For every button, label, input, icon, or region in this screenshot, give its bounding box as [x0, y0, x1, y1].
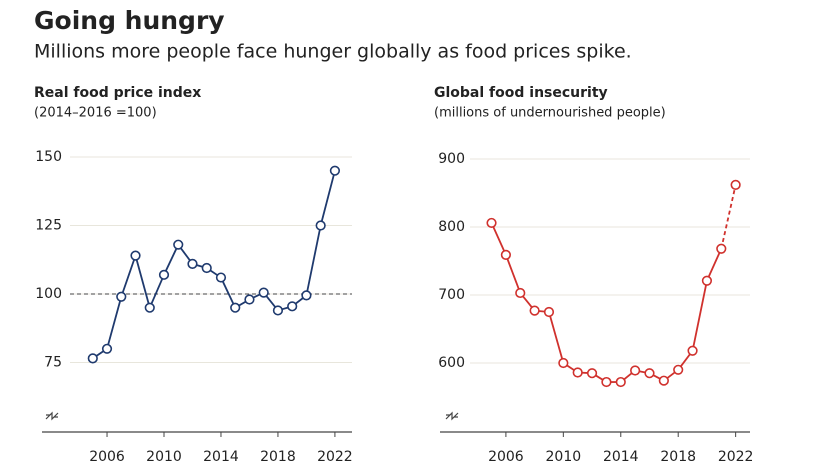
point — [701, 275, 713, 286]
point — [586, 368, 598, 379]
point — [500, 249, 511, 260]
line-segment — [720, 184, 737, 249]
axis-break — [45, 411, 459, 421]
point — [116, 291, 127, 302]
y-tick-label: 900 — [438, 151, 465, 167]
line-segment — [163, 244, 180, 276]
point — [101, 343, 113, 354]
point — [287, 301, 298, 312]
line-segment — [548, 311, 565, 364]
point — [644, 368, 655, 379]
chart-title: Global food insecurity — [434, 85, 608, 101]
point — [630, 365, 641, 376]
line-segment — [319, 170, 336, 226]
y-tick-label: 100 — [35, 286, 62, 302]
point — [515, 287, 526, 299]
line-segment — [120, 255, 137, 298]
point — [144, 302, 155, 313]
x-tick-label: 2022 — [317, 449, 353, 465]
point — [87, 353, 98, 364]
point — [658, 375, 669, 386]
point — [730, 179, 741, 190]
x-tick-label: 2010 — [546, 449, 582, 465]
line-segment — [148, 274, 165, 309]
line-segment — [691, 280, 708, 351]
y-tick-label: 700 — [438, 287, 465, 303]
point — [529, 305, 540, 316]
x-tick-label: 2022 — [718, 449, 754, 465]
point — [716, 243, 727, 254]
chart-subtitle: (2014–2016 =100) — [34, 106, 157, 121]
x-tick-label: 2018 — [260, 449, 296, 465]
x-tick-label: 2014 — [203, 449, 239, 465]
point — [187, 258, 198, 269]
point — [673, 364, 684, 375]
line-segment — [106, 296, 123, 350]
x-tick-label: 2014 — [603, 449, 639, 465]
line-segment — [134, 255, 151, 308]
point — [158, 269, 170, 280]
point — [558, 357, 569, 369]
title: Going hungry — [34, 6, 225, 35]
point — [315, 220, 326, 231]
point — [486, 217, 497, 229]
y-tick-label: 800 — [438, 219, 465, 235]
x-tick-label: 2006 — [488, 449, 524, 465]
chart-title: Real food price index — [34, 85, 201, 101]
line-segment — [490, 222, 507, 256]
point — [272, 305, 284, 316]
line-segment — [220, 277, 237, 309]
point — [329, 165, 341, 176]
point — [130, 250, 141, 261]
point — [215, 272, 227, 283]
y-tick-label: 600 — [438, 355, 465, 371]
point — [601, 376, 612, 388]
line-segment — [505, 254, 522, 294]
subtitle: Millions more people face hunger globall… — [34, 41, 632, 63]
line-segment — [305, 225, 322, 296]
y-tick-label: 150 — [35, 149, 62, 165]
point — [572, 367, 583, 378]
point — [173, 239, 184, 250]
y-tick-label: 125 — [35, 218, 62, 234]
point — [244, 294, 255, 305]
point — [230, 302, 241, 313]
x-tick-label: 2018 — [660, 449, 696, 465]
point — [301, 290, 312, 301]
line-segment — [706, 248, 723, 282]
point — [201, 262, 212, 274]
x-tick-label: 2010 — [146, 449, 182, 465]
point — [615, 376, 626, 388]
x-tick-label: 2006 — [89, 449, 125, 465]
y-tick-label: 75 — [44, 355, 62, 371]
chart-subtitle: (millions of undernourished people) — [434, 106, 666, 121]
point — [543, 306, 555, 318]
point — [687, 345, 698, 356]
point — [258, 287, 269, 298]
